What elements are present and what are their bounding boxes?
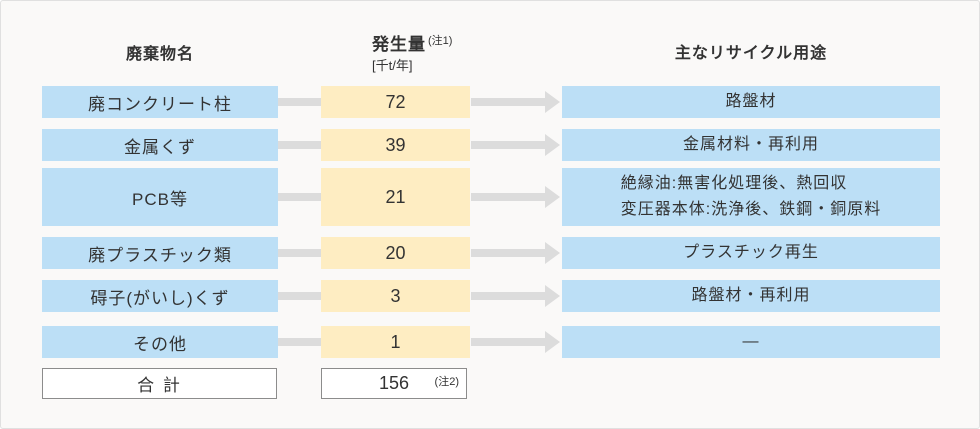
arrow-shaft	[471, 292, 545, 300]
arrow-right-icon	[545, 186, 560, 208]
recycle-use-label: 金属材料・再利用	[682, 136, 819, 153]
amount-header-label: 発生量	[372, 35, 426, 54]
connector-bar	[278, 98, 322, 106]
amount-header-note1: (注1)	[428, 35, 453, 47]
amount-value-box: 1	[321, 326, 470, 358]
connector-bar	[278, 193, 322, 201]
arrow-right-icon	[545, 91, 560, 113]
table-row: 碍子(がいし)くず 3 路盤材・再利用	[1, 280, 979, 312]
waste-name-label: 廃プラスチック類	[88, 245, 232, 265]
waste-name-label: その他	[133, 334, 187, 354]
arrow-shaft	[471, 338, 545, 346]
recycle-use-label: プラスチック再生	[683, 244, 819, 261]
arrow-shaft	[471, 193, 545, 201]
recycle-use-box: 路盤材	[562, 86, 940, 118]
column-header-waste-name: 廃棄物名	[125, 46, 194, 63]
waste-name-box: 碍子(がいし)くず	[42, 280, 278, 312]
recycle-use-box: 絶縁油:無害化処理後、熱回収 変圧器本体:洗浄後、鉄鋼・銅原料	[562, 168, 940, 226]
arrow-shaft	[471, 141, 545, 149]
table-row: 廃コンクリート柱 72 路盤材	[1, 86, 979, 118]
amount-value: 20	[385, 242, 406, 263]
amount-value: 1	[390, 331, 401, 352]
arrow-right-icon	[545, 285, 560, 307]
table-row: 廃プラスチック類 20 プラスチック再生	[1, 237, 979, 269]
total-label: 合 計	[137, 376, 182, 395]
amount-value-box: 21	[321, 168, 470, 226]
total-row: 合 計 156 (注2)	[1, 368, 979, 399]
column-header-recycle-use: 主なリサイクル用途	[674, 45, 828, 62]
recycle-use-box: プラスチック再生	[562, 237, 940, 269]
arrow-shaft	[471, 249, 545, 257]
arrow-right-icon	[545, 242, 560, 264]
recycle-use-label: ―	[742, 333, 760, 350]
amount-value-box: 3	[321, 280, 470, 312]
amount-value-box: 39	[321, 129, 470, 161]
table-row: 金属くず 39 金属材料・再利用	[1, 129, 979, 161]
waste-name-box: その他	[42, 326, 278, 358]
amount-value: 3	[390, 285, 401, 306]
recycle-use-box: ―	[562, 326, 940, 358]
waste-name-label: 碍子(がいし)くず	[90, 288, 230, 308]
amount-header-unit: [千t/年]	[372, 58, 413, 73]
waste-name-label: 廃コンクリート柱	[88, 94, 232, 114]
waste-name-label: PCB等	[132, 189, 188, 209]
table-row: PCB等 21 絶縁油:無害化処理後、熱回収 変圧器本体:洗浄後、鉄鋼・銅原料	[1, 168, 979, 226]
recycle-use-box: 路盤材・再利用	[562, 280, 940, 312]
amount-value: 72	[385, 91, 406, 112]
recycle-use-label: 路盤材	[725, 93, 777, 110]
recycle-use-label: 路盤材・再利用	[691, 287, 811, 304]
waste-name-box: 金属くず	[42, 129, 278, 161]
total-value: 156	[378, 373, 410, 393]
table-row: その他 1 ―	[1, 326, 979, 358]
connector-bar	[278, 292, 322, 300]
arrow-shaft	[471, 98, 545, 106]
connector-bar	[278, 338, 322, 346]
waste-name-label: 金属くず	[124, 137, 196, 157]
total-note2: (注2)	[434, 376, 459, 388]
amount-value-box: 20	[321, 237, 470, 269]
arrow-right-icon	[545, 134, 560, 156]
connector-bar	[278, 141, 322, 149]
amount-value-box: 72	[321, 86, 470, 118]
arrow-right-icon	[545, 331, 560, 353]
amount-value: 39	[385, 134, 406, 155]
amount-value: 21	[385, 186, 406, 207]
total-value-box: 156 (注2)	[321, 368, 467, 399]
waste-name-box: 廃プラスチック類	[42, 237, 278, 269]
total-label-box: 合 計	[42, 368, 277, 399]
connector-bar	[278, 249, 322, 257]
recycle-use-box: 金属材料・再利用	[562, 129, 940, 161]
waste-name-box: 廃コンクリート柱	[42, 86, 278, 118]
recycle-use-label: 絶縁油:無害化処理後、熱回収 変圧器本体:洗浄後、鉄鋼・銅原料	[620, 175, 882, 218]
column-header-amount: 発生量 (注1) [千t/年]	[372, 31, 452, 76]
waste-name-box: PCB等	[42, 168, 278, 226]
